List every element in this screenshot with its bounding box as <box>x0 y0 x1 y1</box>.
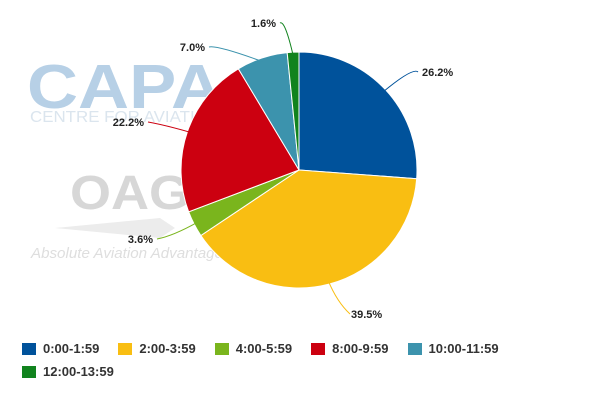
legend-item-12-00-13-59: 12:00-13:59 <box>22 363 114 380</box>
legend-item-8-00-9-59: 8:00-9:59 <box>311 340 389 357</box>
data-label-0-00-1-59: 26.2% <box>422 67 453 79</box>
connector-12-00-13-59 <box>279 22 294 57</box>
pie-slice-0-00-1-59 <box>298 51 418 180</box>
legend-label: 2:00-3:59 <box>139 341 196 356</box>
capa-watermark-logo: CAPA <box>27 53 222 122</box>
data-label-2-00-3-59: 39.5% <box>351 309 382 321</box>
pie-label-connectors <box>147 22 419 315</box>
connector-0-00-1-59 <box>382 70 419 93</box>
legend-swatch <box>311 342 326 355</box>
legend-label: 4:00-5:59 <box>235 341 293 356</box>
pie-slice-12-00-13-59 <box>286 51 300 171</box>
data-label-8-00-9-59: 22.2% <box>113 117 144 129</box>
watermarks: CAPA CENTRE FOR AVIATION OAG Absolute Av… <box>27 53 223 262</box>
legend-label: 12:00-13:59 <box>43 364 114 379</box>
legend-item-10-00-11-59: 10:00-11:59 <box>407 340 499 357</box>
legend-item-0-00-1-59: 0:00-1:59 <box>22 340 99 357</box>
pie-data-labels: 26.2% 39.5% 3.6% 22.2% 7.0% 1.6% <box>113 18 454 321</box>
oag-watermark-tagline: Absolute Aviation Advantage <box>30 245 223 262</box>
legend-swatch <box>407 342 422 355</box>
pie-slices <box>180 51 418 289</box>
legend-swatch <box>22 342 36 355</box>
connector-4-00-5-59 <box>156 221 198 240</box>
oag-watermark-swoosh <box>55 218 175 238</box>
oag-watermark-logo: OAG <box>70 167 190 220</box>
legend-swatch <box>22 365 36 378</box>
legend-swatch <box>214 342 229 355</box>
legend-swatch <box>118 342 133 355</box>
legend-item-4-00-5-59: 4:00-5:59 <box>214 340 293 357</box>
legend-item-2-00-3-59: 2:00-3:59 <box>118 340 196 357</box>
capa-watermark-tagline: CENTRE FOR AVIATION <box>30 109 220 126</box>
legend-label: 10:00-11:59 <box>428 341 499 356</box>
data-label-4-00-5-59: 3.6% <box>128 234 153 246</box>
connector-10-00-11-59 <box>208 46 264 63</box>
data-label-12-00-13-59: 1.6% <box>251 18 276 30</box>
legend-label: 8:00-9:59 <box>332 341 389 356</box>
chart-legend: 0:00-1:59 2:00-3:59 4:00-5:59 8:00-9:59 10:0… <box>22 340 592 380</box>
connector-2-00-3-59 <box>327 280 351 315</box>
data-label-10-00-11-59: 7.0% <box>180 42 205 54</box>
legend-label: 0:00-1:59 <box>43 341 100 356</box>
connector-8-00-9-59 <box>147 121 192 134</box>
